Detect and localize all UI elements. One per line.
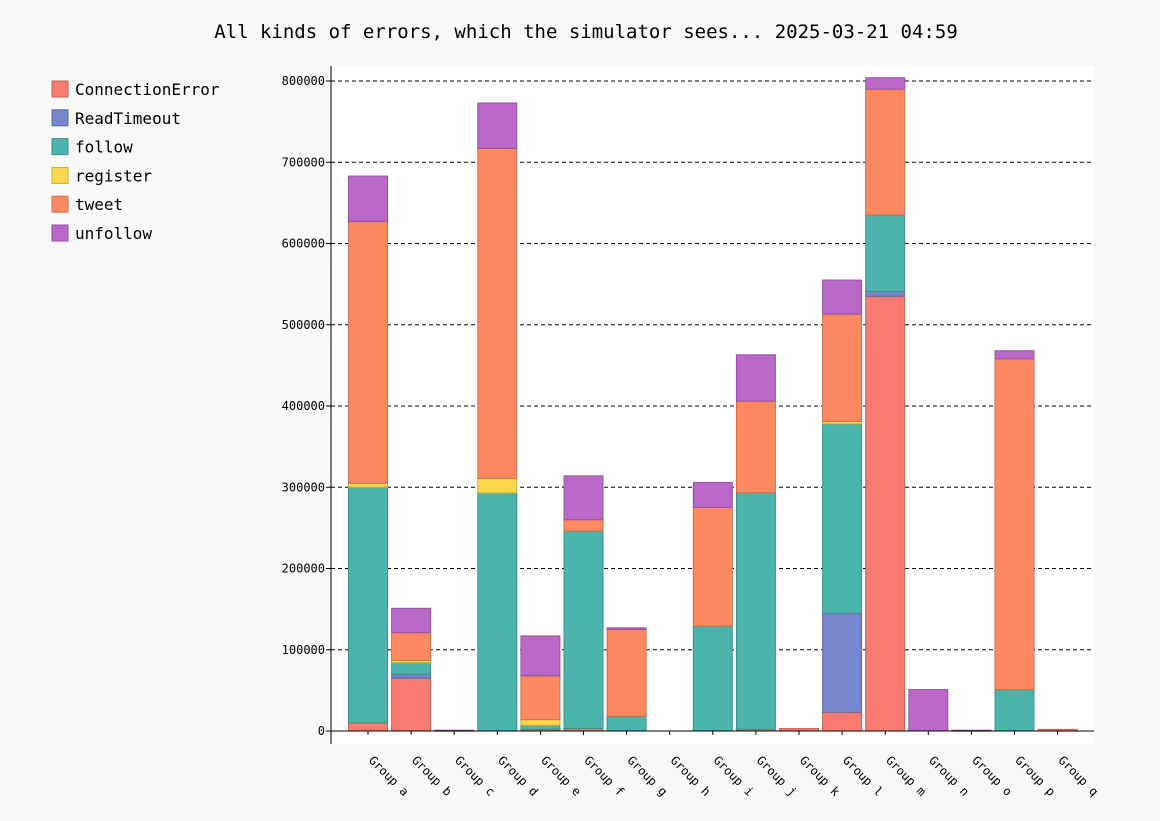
bar-segment: [391, 677, 432, 732]
bar-segment: [520, 719, 561, 726]
bar-segment: [822, 612, 863, 713]
bar-segment: [606, 715, 647, 732]
legend-label: follow: [75, 138, 133, 157]
y-tick-label: 100000: [282, 643, 325, 657]
bar-segment: [348, 482, 388, 488]
bar-segment: [606, 628, 647, 717]
bar-segment: [563, 530, 604, 730]
bar-segment: [822, 313, 863, 422]
bar-segment: [606, 627, 647, 630]
bar-segment: [391, 632, 432, 661]
bar-segment: [520, 635, 561, 677]
bar-segment: [348, 486, 388, 724]
bar-segment: [563, 475, 604, 521]
legend-label: unfollow: [75, 224, 152, 243]
bar-segment: [391, 607, 432, 634]
y-tick-label: 500000: [282, 318, 325, 332]
bar-segment: [994, 689, 1035, 732]
legend-item[interactable]: follow: [51, 138, 133, 157]
y-axis-ticks: 0 100000 200000 300000 400000 500000 600000 700…: [282, 74, 331, 738]
legend-label: register: [75, 166, 152, 185]
bar-segment: [391, 673, 432, 679]
bar-segment: [348, 722, 388, 732]
legend-item[interactable]: register: [51, 166, 152, 185]
legend: ConnectionError ReadTimeout follow register…: [51, 80, 220, 243]
legend-item[interactable]: unfollow: [51, 224, 152, 243]
bar-segment: [994, 350, 1035, 360]
bar-segment: [865, 295, 906, 732]
y-tick-label: 400000: [282, 399, 325, 413]
legend-swatch: [51, 224, 69, 242]
bar-segment: [692, 625, 733, 732]
bar-segment: [348, 221, 388, 484]
bars: [348, 77, 1078, 732]
bar-segment: [865, 290, 906, 297]
legend-label: ConnectionError: [75, 80, 220, 99]
bar-segment: [477, 492, 518, 732]
legend-label: ReadTimeout: [75, 109, 181, 128]
bar-segment: [692, 481, 733, 509]
legend-swatch: [51, 166, 69, 184]
legend-swatch: [51, 138, 69, 156]
bar-segment: [520, 675, 561, 721]
bar-segment: [477, 102, 518, 149]
bar-segment: [994, 358, 1035, 691]
y-tick-label: 200000: [282, 562, 325, 576]
bar-segment: [865, 214, 906, 292]
bar-segment: [735, 492, 776, 730]
y-tick-label: 0: [318, 724, 325, 738]
bar-segment: [822, 711, 863, 732]
legend-swatch: [51, 109, 69, 127]
bar-segment: [735, 354, 776, 402]
legend-item[interactable]: ConnectionError: [51, 80, 220, 99]
legend-label: tweet: [75, 195, 123, 214]
bar-segment: [735, 400, 776, 494]
y-tick-label: 800000: [282, 74, 325, 88]
legend-swatch: [51, 80, 69, 98]
chart-title: All kinds of errors, which the simulator…: [214, 21, 958, 43]
legend-item[interactable]: tweet: [51, 195, 123, 214]
y-tick-label: 600000: [282, 237, 325, 251]
bar-segment: [348, 175, 388, 223]
bar-segment: [822, 279, 863, 315]
bar-segment: [908, 689, 949, 732]
legend-swatch: [51, 195, 69, 213]
bar-segment: [865, 88, 906, 216]
bar-segment: [520, 724, 561, 730]
bar-segment: [822, 423, 863, 614]
y-tick-label: 300000: [282, 480, 325, 494]
bar-segment: [865, 77, 906, 90]
y-tick-label: 700000: [282, 155, 325, 169]
bar-segment: [391, 662, 432, 675]
bar-segment: [692, 507, 733, 627]
bar-segment: [477, 477, 518, 494]
bar-segment: [477, 147, 518, 479]
bar-segment: [563, 519, 604, 532]
legend-item[interactable]: ReadTimeout: [51, 109, 181, 128]
